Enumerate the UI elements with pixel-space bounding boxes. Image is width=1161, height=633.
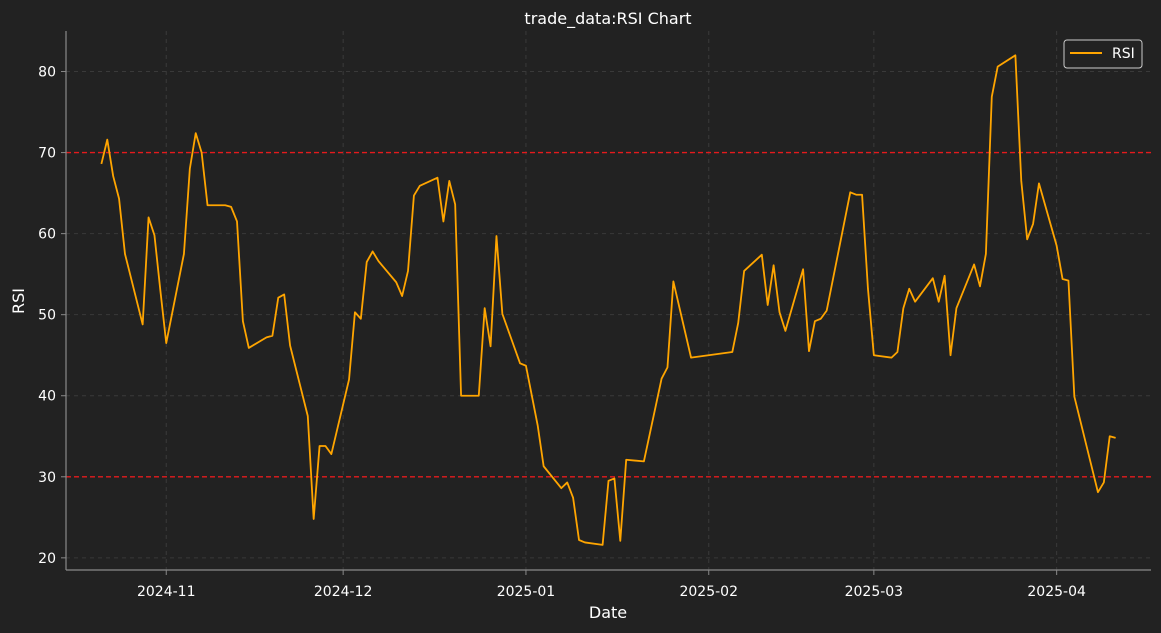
y-tick-label: 80 — [38, 65, 56, 81]
x-tick-label: 2024-12 — [314, 584, 373, 600]
y-tick-label: 40 — [38, 389, 56, 405]
y-tick-label: 30 — [38, 470, 56, 486]
chart-title: trade_data:RSI Chart — [524, 9, 691, 29]
series-layer — [100, 54, 1116, 546]
x-axis-label: Date — [589, 603, 627, 622]
y-tick-label: 20 — [38, 551, 56, 567]
y-tick-label: 50 — [38, 308, 56, 324]
x-tick-label: 2024-11 — [137, 584, 196, 600]
x-ticks: 2024-11 2024-12 2025-01 2025-02 2025-03 2025-… — [137, 570, 1086, 600]
legend: RSI — [1063, 39, 1143, 69]
y-tick-label: 60 — [38, 227, 56, 243]
x-tick-label: 2025-03 — [845, 584, 904, 600]
x-tick-label: 2025-04 — [1027, 584, 1086, 600]
legend-label-rsi: RSI — [1112, 46, 1135, 62]
y-tick-label: 70 — [38, 146, 56, 162]
legend-box — [1063, 39, 1143, 69]
y-ticks: 20 30 40 50 60 70 80 — [38, 65, 66, 567]
y-axis-label: RSI — [9, 288, 28, 314]
series-line-rsi — [100, 54, 1116, 546]
x-tick-label: 2025-02 — [679, 584, 738, 600]
threshold-lines — [66, 151, 1151, 478]
x-tick-label: 2025-01 — [497, 584, 556, 600]
